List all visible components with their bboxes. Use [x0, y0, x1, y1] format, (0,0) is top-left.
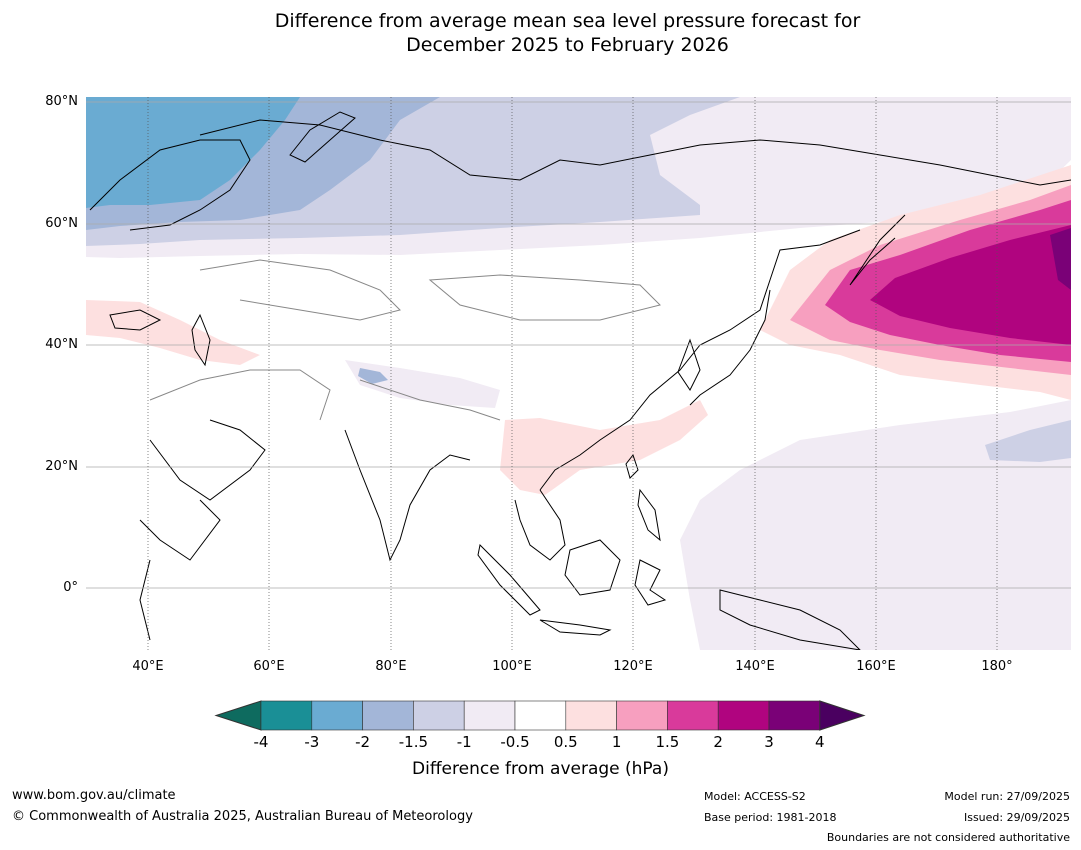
colorbar-segment — [616, 700, 668, 731]
coast-scandinavia — [89, 139, 251, 231]
lon-label-80e: 80°E — [375, 659, 407, 674]
border-mongolia — [428, 274, 661, 321]
lat-label-20n: 20°N — [45, 459, 78, 474]
lat-label-80n: 80°N — [45, 94, 78, 109]
colorbar-tick-label: -1 — [456, 733, 472, 751]
coast-novaya-zemlya — [289, 111, 356, 163]
colorbar-tick-label: -1.5 — [398, 733, 429, 751]
colorbar-tick-label: 1.5 — [655, 733, 680, 751]
coast-japan — [689, 289, 771, 406]
title-line-2: December 2025 to February 2026 — [406, 34, 729, 56]
anomaly-minus-0-5-tibet — [345, 360, 500, 408]
anomaly-plus-0-5-caspian — [86, 300, 260, 365]
coast-east-asia — [539, 229, 861, 491]
footer-copyright: © Commonwealth of Australia 2025, Austra… — [12, 809, 473, 824]
footer-model: Model: ACCESS-S2 — [704, 790, 806, 803]
colorbar-segment — [514, 700, 567, 731]
colorbar-tick-label: 0.5 — [553, 733, 578, 751]
colorbar — [214, 700, 866, 731]
lat-label-0: 0° — [63, 580, 78, 595]
colorbar-tick-label: 3 — [764, 733, 774, 751]
border-kazakhstan — [199, 259, 401, 321]
colorbar-extend-high — [819, 700, 866, 731]
coast-java — [539, 619, 612, 636]
anomaly-plus-0-5-china — [500, 400, 708, 495]
lat-label-60n: 60°N — [45, 216, 78, 231]
colorbar-tick-label: -4 — [253, 733, 269, 751]
colorbar-tick-label: 4 — [815, 733, 825, 751]
longitude-lines — [147, 97, 998, 650]
lon-label-100e: 100°E — [492, 659, 532, 674]
coast-sulawesi — [634, 559, 667, 606]
colorbar-tick-label: 2 — [713, 733, 723, 751]
colorbar-tick-label: -2 — [355, 733, 371, 751]
colorbar-label: Difference from average (hPa) — [412, 759, 669, 779]
lon-label-160e: 160°E — [856, 659, 896, 674]
border-middle-east — [149, 369, 331, 421]
country-borders — [149, 259, 661, 421]
coastlines — [89, 111, 1071, 650]
coast-caspian-sea — [191, 313, 211, 367]
coast-taiwan — [625, 453, 639, 479]
colorbar-tick-label: -3 — [304, 733, 320, 751]
footer-base-period: Base period: 1981-2018 — [704, 811, 837, 824]
colorbar-tick-label: -0.5 — [500, 733, 530, 751]
lon-label-140e: 140°E — [735, 659, 775, 674]
anomaly-minus-0-5-pacific — [680, 400, 1071, 650]
coast-arabia — [149, 419, 266, 501]
colorbar-segment — [768, 700, 821, 731]
coast-africa-east — [139, 559, 151, 641]
footer-disclaimer: Boundaries are not considered authoritat… — [826, 831, 1070, 844]
lon-label-120e: 120°E — [613, 659, 653, 674]
anomaly-plus-3-north-pacific — [1050, 228, 1071, 290]
colorbar-extend-low — [214, 700, 262, 731]
coast-india — [344, 429, 471, 562]
colorbar-segment — [362, 700, 414, 731]
colorbar-segment — [565, 700, 617, 731]
anomaly-plus-2-north-pacific — [870, 225, 1071, 345]
lon-label-60e: 60°E — [253, 659, 285, 674]
colorbar-segment — [667, 700, 719, 731]
coast-borneo — [564, 539, 621, 596]
coast-kamchatka — [849, 214, 906, 286]
latitude-lines — [86, 101, 1071, 589]
anomaly-minus-1-kashmir — [358, 368, 388, 384]
coast-sumatra — [477, 543, 541, 616]
chart-title: Difference from average mean sea level p… — [0, 9, 1081, 57]
colorbar-segment — [413, 700, 465, 731]
colorbar-segment — [260, 700, 313, 731]
anomaly-minus-2-north — [86, 97, 300, 208]
colorbar-segment — [311, 700, 363, 731]
colorbar-tick-label: 1 — [611, 733, 622, 751]
lon-label-40e: 40°E — [132, 659, 164, 674]
lat-label-40n: 40°N — [45, 337, 78, 352]
coast-arctic-russia — [199, 119, 1071, 186]
coast-africa-horn — [139, 499, 221, 561]
coast-new-guinea — [719, 589, 861, 650]
colorbar-segment — [463, 700, 516, 731]
coast-black-sea — [109, 309, 162, 331]
footer-website[interactable]: www.bom.gov.au/climate — [12, 788, 176, 803]
colorbar-segment — [717, 700, 770, 731]
anomaly-minus-1-pacific — [985, 420, 1071, 462]
coast-philippines — [637, 488, 661, 542]
coast-korea — [677, 338, 701, 391]
title-line-1: Difference from average mean sea level p… — [274, 10, 861, 32]
footer-issued: Issued: 29/09/2025 — [963, 811, 1070, 824]
lon-label-180: 180° — [981, 659, 1013, 674]
coast-indochina — [514, 489, 566, 561]
anomaly-field — [86, 97, 1071, 650]
footer-model-run: Model run: 27/09/2025 — [944, 790, 1070, 803]
border-china-india — [359, 379, 501, 421]
